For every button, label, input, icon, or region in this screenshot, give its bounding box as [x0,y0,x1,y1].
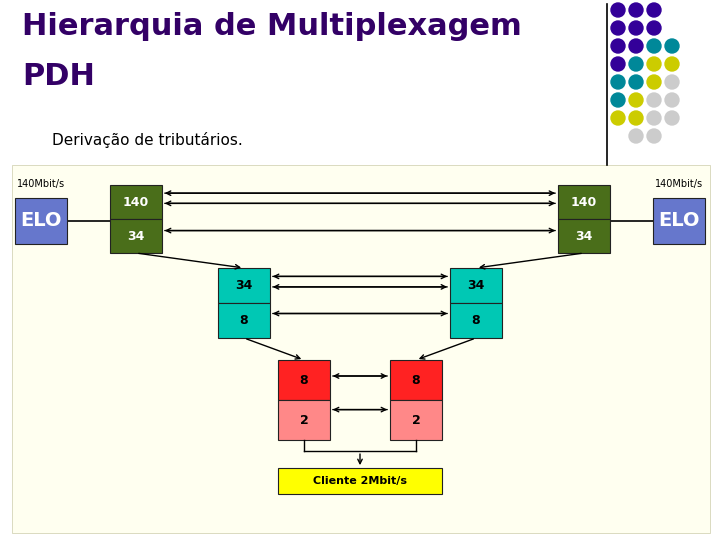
Text: 34: 34 [127,230,145,242]
Circle shape [665,39,679,53]
Circle shape [647,75,661,89]
Text: Cliente 2Mbit/s: Cliente 2Mbit/s [313,476,407,486]
Text: 34: 34 [235,279,253,292]
Text: 2: 2 [300,414,308,427]
Text: 34: 34 [467,279,485,292]
Circle shape [611,111,625,125]
Circle shape [647,39,661,53]
FancyBboxPatch shape [653,198,705,244]
Circle shape [611,21,625,35]
FancyBboxPatch shape [450,268,502,303]
Circle shape [629,111,643,125]
Text: 8: 8 [300,374,308,387]
Circle shape [629,75,643,89]
Circle shape [629,93,643,107]
Text: 140Mbit/s: 140Mbit/s [17,179,65,189]
Text: 2: 2 [412,414,420,427]
FancyBboxPatch shape [110,219,162,253]
Text: 140: 140 [571,195,597,208]
Circle shape [611,3,625,17]
FancyBboxPatch shape [110,185,162,219]
Text: ELO: ELO [20,212,62,231]
Circle shape [629,39,643,53]
FancyBboxPatch shape [278,468,442,494]
FancyBboxPatch shape [218,303,270,338]
Circle shape [647,111,661,125]
Circle shape [665,93,679,107]
Text: 34: 34 [575,230,593,242]
Circle shape [611,75,625,89]
Text: 140Mbit/s: 140Mbit/s [655,179,703,189]
Circle shape [629,57,643,71]
Text: 8: 8 [472,314,480,327]
FancyBboxPatch shape [450,303,502,338]
Circle shape [629,21,643,35]
Text: 8: 8 [240,314,248,327]
Text: ELO: ELO [658,212,700,231]
FancyBboxPatch shape [218,268,270,303]
Circle shape [611,57,625,71]
Text: Derivação de tributários.: Derivação de tributários. [52,132,243,148]
FancyBboxPatch shape [558,185,610,219]
Circle shape [629,129,643,143]
Circle shape [647,93,661,107]
Circle shape [647,3,661,17]
Circle shape [665,75,679,89]
Text: 140: 140 [123,195,149,208]
Circle shape [647,57,661,71]
Text: PDH: PDH [22,62,95,91]
FancyBboxPatch shape [278,400,330,440]
Circle shape [665,111,679,125]
FancyBboxPatch shape [390,360,442,400]
Circle shape [611,39,625,53]
Circle shape [611,93,625,107]
FancyBboxPatch shape [12,165,710,533]
FancyBboxPatch shape [15,198,67,244]
Circle shape [647,129,661,143]
FancyBboxPatch shape [558,219,610,253]
Circle shape [647,21,661,35]
Text: Hierarquia de Multiplexagem: Hierarquia de Multiplexagem [22,12,522,41]
Circle shape [629,3,643,17]
Text: 8: 8 [412,374,420,387]
Circle shape [665,57,679,71]
FancyBboxPatch shape [278,360,330,400]
FancyBboxPatch shape [390,400,442,440]
